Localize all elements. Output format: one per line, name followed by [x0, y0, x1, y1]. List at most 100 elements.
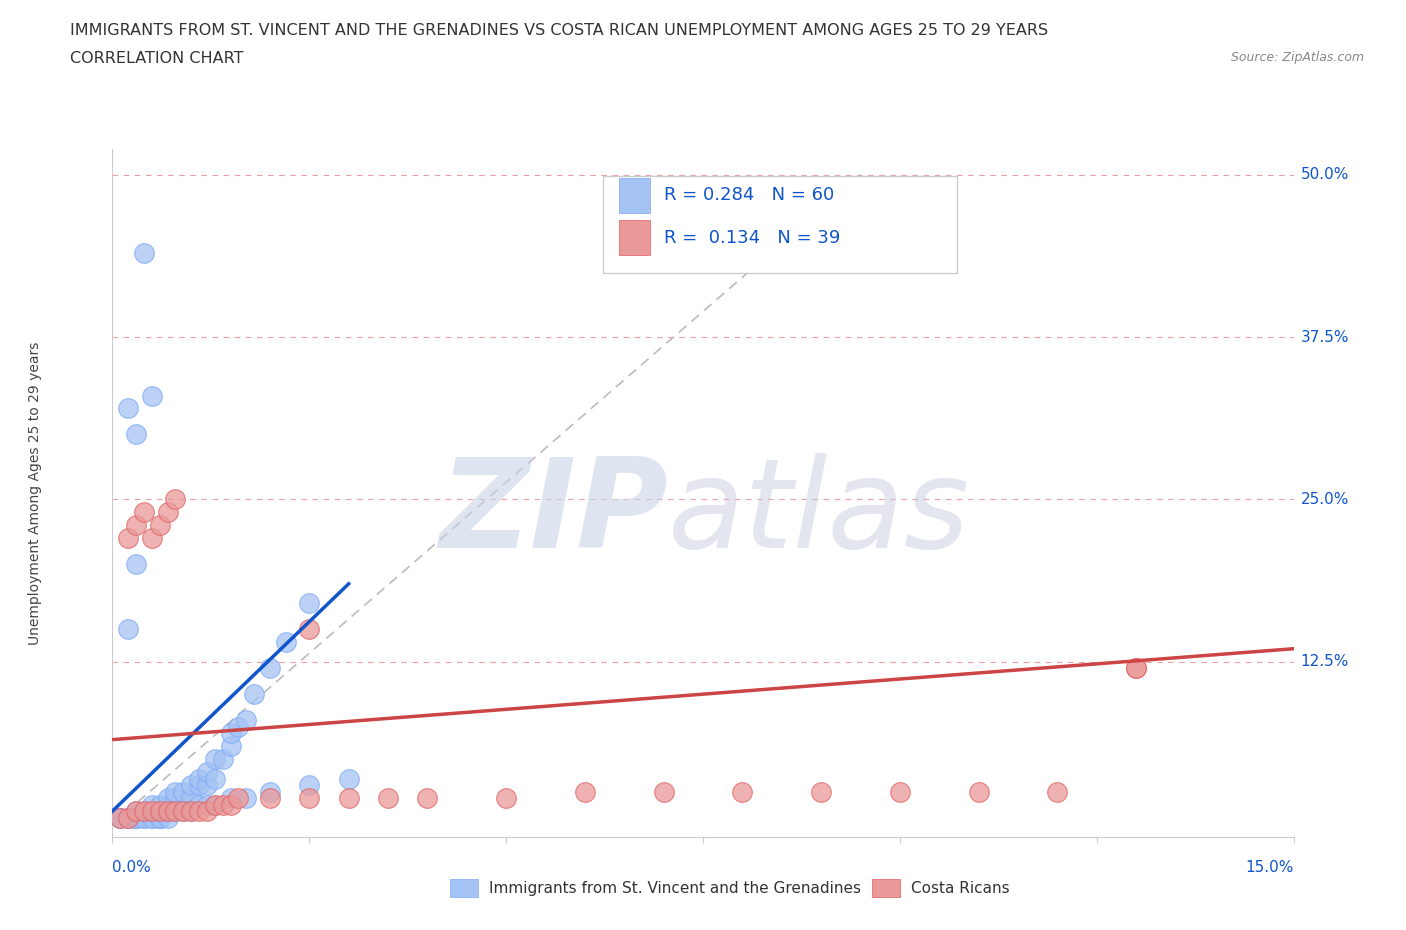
Point [219, 738, 242, 753]
Point [243, 686, 266, 701]
Point [1125, 660, 1147, 675]
Point [165, 784, 187, 799]
Point [165, 492, 187, 507]
Point [180, 790, 202, 805]
Point [125, 804, 148, 818]
Point [188, 797, 211, 812]
Point [188, 777, 211, 792]
Point [180, 804, 202, 818]
Point [204, 771, 226, 786]
Point [495, 790, 517, 805]
Point [156, 804, 179, 818]
Point [141, 804, 163, 818]
Point [652, 784, 675, 799]
Point [188, 771, 211, 786]
Point [204, 751, 226, 766]
Point [195, 797, 218, 812]
Point [141, 531, 163, 546]
Text: Unemployment Among Ages 25 to 29 years: Unemployment Among Ages 25 to 29 years [28, 341, 42, 644]
Point [298, 790, 321, 805]
Text: Source: ZipAtlas.com: Source: ZipAtlas.com [1230, 51, 1364, 64]
Point [377, 790, 399, 805]
Point [117, 810, 139, 825]
Point [259, 660, 281, 675]
Point [1046, 784, 1069, 799]
Point [211, 751, 233, 766]
Point [574, 784, 596, 799]
Point [141, 388, 163, 403]
Point [125, 518, 148, 533]
Point [132, 810, 155, 825]
Point [219, 790, 242, 805]
Point [110, 810, 132, 825]
Point [180, 804, 202, 818]
Text: IMMIGRANTS FROM ST. VINCENT AND THE GRENADINES VS COSTA RICAN UNEMPLOYMENT AMONG: IMMIGRANTS FROM ST. VINCENT AND THE GREN… [70, 23, 1049, 38]
Point [117, 401, 139, 416]
Point [132, 810, 155, 825]
Text: 50.0%: 50.0% [1301, 167, 1348, 182]
Point [132, 246, 155, 260]
Point [228, 719, 250, 734]
Point [298, 622, 321, 637]
Point [204, 797, 226, 812]
Point [195, 764, 218, 779]
Point [117, 622, 139, 637]
Point [149, 797, 172, 812]
Point [132, 804, 155, 818]
Point [117, 810, 139, 825]
Point [235, 712, 257, 727]
Text: 37.5%: 37.5% [1301, 329, 1348, 345]
Point [172, 804, 194, 818]
Point [180, 777, 202, 792]
Point [125, 557, 148, 572]
Point [156, 790, 179, 805]
Point [219, 725, 242, 740]
Point [967, 784, 990, 799]
Point [125, 810, 148, 825]
Point [731, 784, 754, 799]
Point [132, 505, 155, 520]
Text: 15.0%: 15.0% [1246, 860, 1294, 875]
Point [219, 797, 242, 812]
Point [141, 804, 163, 818]
Point [165, 804, 187, 818]
Point [188, 804, 211, 818]
Point [149, 518, 172, 533]
Text: R =  0.134   N = 39: R = 0.134 N = 39 [665, 229, 841, 246]
Point [117, 810, 139, 825]
Point [125, 804, 148, 818]
Point [132, 804, 155, 818]
Point [125, 810, 148, 825]
Point [149, 804, 172, 818]
Point [165, 790, 187, 805]
Point [156, 804, 179, 818]
Point [172, 784, 194, 799]
Point [1125, 660, 1147, 675]
Point [416, 790, 439, 805]
Point [165, 804, 187, 818]
Point [141, 797, 163, 812]
Text: atlas: atlas [668, 453, 970, 574]
Point [337, 771, 360, 786]
Point [141, 810, 163, 825]
Point [298, 596, 321, 611]
Point [110, 810, 132, 825]
Point [889, 784, 911, 799]
Point [117, 531, 139, 546]
Text: Immigrants from St. Vincent and the Grenadines: Immigrants from St. Vincent and the Gren… [489, 881, 862, 896]
Point [195, 804, 218, 818]
Point [149, 810, 172, 825]
Point [156, 797, 179, 812]
Point [337, 790, 360, 805]
Point [298, 777, 321, 792]
Text: 0.0%: 0.0% [112, 860, 152, 875]
Point [211, 797, 233, 812]
Point [125, 810, 148, 825]
Point [274, 635, 297, 650]
Point [259, 790, 281, 805]
Point [156, 810, 179, 825]
Point [810, 784, 832, 799]
Point [172, 804, 194, 818]
Text: Costa Ricans: Costa Ricans [911, 881, 1010, 896]
Point [259, 784, 281, 799]
